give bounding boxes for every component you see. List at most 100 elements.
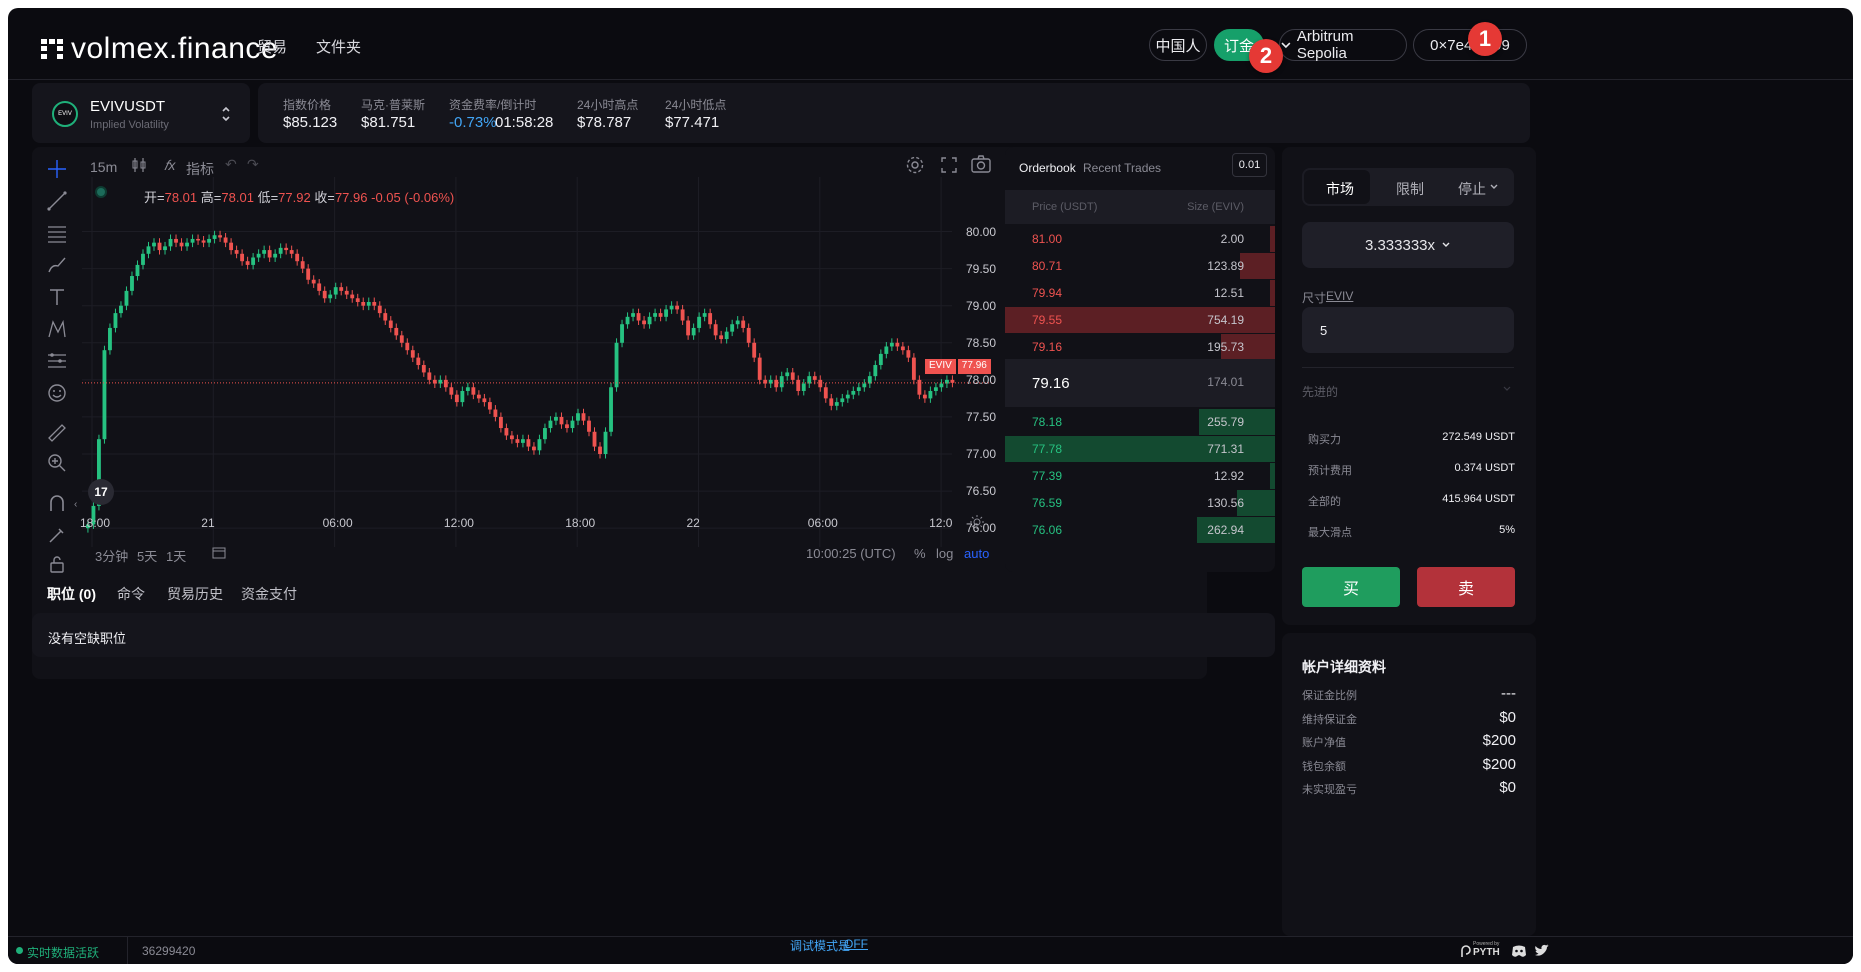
candle-type-icon[interactable] (130, 156, 148, 174)
candle (598, 446, 602, 455)
tab-funding-payments[interactable]: 资金支付 (241, 586, 297, 602)
candle (730, 324, 735, 332)
pattern-icon[interactable] (46, 318, 68, 340)
tradingview-logo-icon[interactable]: 17 (88, 479, 114, 505)
stat-mark-label: 马克·普莱斯 (361, 98, 425, 112)
crosshair-icon[interactable] (46, 158, 68, 180)
fullscreen-icon[interactable] (939, 155, 959, 175)
ask-row[interactable]: 80.71 123.89 (1005, 252, 1275, 279)
ask-row[interactable]: 79.94 12.51 (1005, 279, 1275, 306)
candle (609, 387, 613, 432)
ask-row[interactable]: 81.00 2.00 (1005, 225, 1275, 252)
tab-limit[interactable]: 限制 (1396, 181, 1424, 197)
ohlc-high: 78.01 (221, 190, 254, 205)
bid-row[interactable]: 77.39 12.92 (1005, 462, 1275, 489)
indicators-button[interactable]: 指标 (186, 161, 214, 177)
tab-recent-trades[interactable]: Recent Trades (1083, 161, 1162, 175)
emoji-icon[interactable] (46, 382, 68, 404)
nav-trade[interactable]: 贸易 (257, 39, 288, 56)
mid-size: 174.01 (1207, 375, 1244, 389)
undo-icon[interactable]: ↶ (225, 156, 237, 172)
settings-gear-icon[interactable] (905, 155, 925, 175)
fib-lines-icon[interactable] (46, 222, 68, 244)
bid-depth-bar (1005, 436, 1275, 462)
chevron-down-icon[interactable] (1502, 384, 1512, 394)
language-button[interactable]: 中国人 (1149, 29, 1207, 61)
lock-icon[interactable] (46, 553, 68, 575)
candle (212, 235, 217, 239)
bid-row[interactable]: 76.59 130.56 (1005, 489, 1275, 516)
twitter-icon[interactable] (1534, 944, 1550, 958)
y-tick-label: 77.00 (966, 447, 997, 461)
candle (350, 294, 355, 299)
scroll-left-icon[interactable]: ‹ (74, 499, 78, 510)
ask-price: 81.00 (1032, 232, 1063, 246)
text-tool-icon[interactable] (46, 286, 68, 308)
date-range-icon[interactable] (211, 545, 227, 561)
tab-orderbook[interactable]: Orderbook (1019, 161, 1076, 175)
size-unit[interactable]: EVIV (1326, 289, 1354, 303)
debug-toggle[interactable]: OFF (844, 937, 868, 951)
leverage-selector[interactable]: 3.333333x (1302, 222, 1514, 268)
bid-row[interactable]: 77.78 771.31 (1005, 435, 1275, 462)
candle (779, 376, 784, 388)
account-row-label: 钱包余额 (1302, 760, 1346, 773)
status-dot-icon (95, 186, 107, 198)
ask-depth-bar (1221, 334, 1275, 360)
advanced-toggle[interactable]: 先进的 (1302, 385, 1339, 399)
forecast-icon[interactable] (46, 350, 68, 372)
ask-size: 123.89 (1207, 259, 1244, 273)
candle (636, 313, 641, 321)
ask-row[interactable]: 79.16 195.73 (1005, 333, 1275, 360)
tick-size-select[interactable]: 0.01 (1232, 153, 1267, 177)
scale-percent[interactable]: % (914, 546, 926, 561)
camera-icon[interactable] (970, 154, 992, 174)
candle (130, 276, 134, 291)
range-5d[interactable]: 5天 (137, 549, 158, 564)
candle (922, 394, 927, 399)
range-1d[interactable]: 1天 (166, 549, 187, 564)
ask-row[interactable]: 79.55 754.19 (1005, 306, 1275, 333)
bid-row[interactable]: 78.18 255.79 (1005, 408, 1275, 435)
ohlc-low-label: 低 (257, 190, 271, 205)
brush-icon[interactable] (46, 254, 68, 276)
trendline-icon[interactable] (46, 190, 68, 212)
size-input[interactable]: 5 (1302, 307, 1514, 353)
candle (113, 313, 118, 328)
lock-drawing-icon[interactable] (46, 524, 68, 546)
nav-portfolio[interactable]: 文件夹 (316, 39, 362, 56)
candle (631, 313, 635, 317)
interval-selector[interactable]: 15m (90, 159, 118, 175)
redo-icon[interactable]: ↷ (247, 156, 259, 172)
tab-stop[interactable]: 停止 (1458, 181, 1486, 197)
candle (245, 261, 250, 265)
range-3m[interactable]: 3分钟 (95, 549, 129, 564)
x-tick-label: 22 (686, 516, 700, 530)
ruler-icon[interactable] (46, 422, 68, 444)
scale-auto[interactable]: auto (964, 546, 990, 561)
candlestick-plot[interactable] (82, 177, 1012, 547)
sell-button[interactable]: 卖 (1417, 567, 1515, 607)
scale-log[interactable]: log (936, 546, 954, 561)
discord-icon[interactable] (1511, 944, 1527, 958)
summary-value: 0.374 USDT (1454, 462, 1515, 474)
bid-depth-bar (1196, 517, 1275, 543)
tab-trade-history[interactable]: 贸易历史 (167, 586, 223, 602)
tab-orders[interactable]: 命令 (117, 586, 145, 602)
logo[interactable]: volmex.finance (41, 32, 278, 66)
candle (498, 416, 503, 429)
summary-label: 最大滑点 (1308, 527, 1352, 539)
stat-funding-countdown: 01:58:28 (495, 114, 554, 131)
tab-positions[interactable]: 职位 (0) (47, 586, 96, 602)
axis-settings-icon[interactable] (969, 514, 985, 530)
stat-high-value: $78.787 (577, 114, 632, 131)
candle (284, 247, 289, 251)
zoom-icon[interactable] (46, 452, 68, 474)
candle (410, 350, 415, 358)
network-selector[interactable]: Arbitrum Sepolia (1279, 28, 1407, 62)
magnet-icon[interactable] (46, 492, 68, 514)
bid-row[interactable]: 76.06 262.94 (1005, 516, 1275, 543)
market-selector[interactable]: EVIV EVIVUSDT Implied Volatility (32, 83, 250, 143)
buy-button[interactable]: 买 (1302, 567, 1400, 607)
tab-market[interactable]: 市场 (1326, 181, 1354, 197)
